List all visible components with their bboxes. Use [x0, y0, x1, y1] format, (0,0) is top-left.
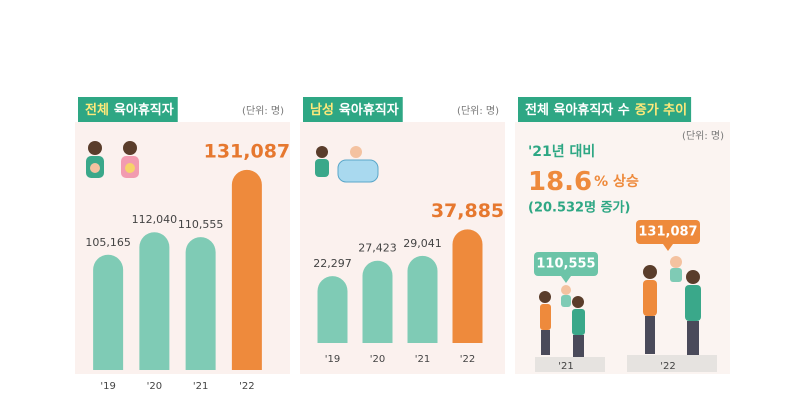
panel-title: 전체 육아휴직자: [85, 102, 174, 118]
parents-icon: [86, 141, 139, 178]
unit-label: (단위: 명): [457, 104, 499, 117]
annotation: (20.532명 증가): [528, 200, 630, 216]
title-part: 육아휴직자: [114, 102, 174, 118]
bar: [231, 169, 262, 370]
x-tick-label: '19: [325, 354, 340, 365]
x-tick-label: '19: [100, 381, 115, 392]
unit-label: (단위: 명): [682, 129, 724, 142]
x-tick-label: '22: [239, 381, 254, 392]
value-label: 112,040: [132, 213, 178, 226]
title-part: 증가 추이: [635, 102, 687, 118]
annotation-part: % 상승: [594, 174, 639, 190]
x-tick-label: '22: [460, 354, 475, 365]
value-label: 105,165: [85, 236, 131, 249]
value-label: 27,423: [358, 242, 397, 255]
panel-title: 남성 육아휴직자: [310, 102, 399, 118]
value-callout: [636, 220, 700, 244]
x-tick-label: '21: [193, 381, 208, 392]
bar: [139, 232, 170, 370]
value-label: 37,885: [431, 200, 504, 222]
callout-tail: [663, 244, 673, 251]
bar: [362, 260, 393, 343]
title-part: 남성: [310, 102, 334, 118]
annotation: '21년 대비: [528, 144, 595, 160]
annotation: 18.6% 상승: [528, 167, 639, 197]
x-tick-label: '21: [415, 354, 430, 365]
title-part: 전체: [85, 102, 109, 118]
title-box: [303, 97, 403, 122]
value-label: 22,297: [313, 257, 352, 270]
big-number: 18.6: [528, 167, 592, 197]
panel-title: 전체 육아휴직자 수 증가 추이: [525, 102, 687, 118]
family-figures: [535, 256, 717, 372]
bath-icon: [315, 146, 379, 183]
title-box: [518, 97, 692, 122]
value-label: 29,041: [403, 237, 442, 250]
x-tick-label: '20: [147, 381, 162, 392]
bar: [93, 254, 124, 370]
bar: [407, 255, 438, 343]
value-label: 131,087: [204, 140, 291, 162]
title-part: 육아휴직자: [339, 102, 399, 118]
bar: [452, 229, 483, 343]
bar: [317, 276, 348, 343]
callout-tail: [561, 276, 571, 283]
value-label: 110,555: [178, 218, 224, 231]
x-tick-label: '22: [660, 361, 675, 372]
value-label: 131,087: [638, 225, 697, 240]
value-callout: [534, 252, 598, 276]
x-tick-label: '21: [558, 361, 573, 372]
bar: [185, 237, 216, 370]
value-label: 110,555: [536, 257, 595, 272]
unit-label: (단위: 명): [242, 104, 284, 117]
title-box: [78, 97, 178, 122]
x-tick-label: '20: [370, 354, 385, 365]
title-part: 전체 육아휴직자 수: [525, 102, 630, 118]
